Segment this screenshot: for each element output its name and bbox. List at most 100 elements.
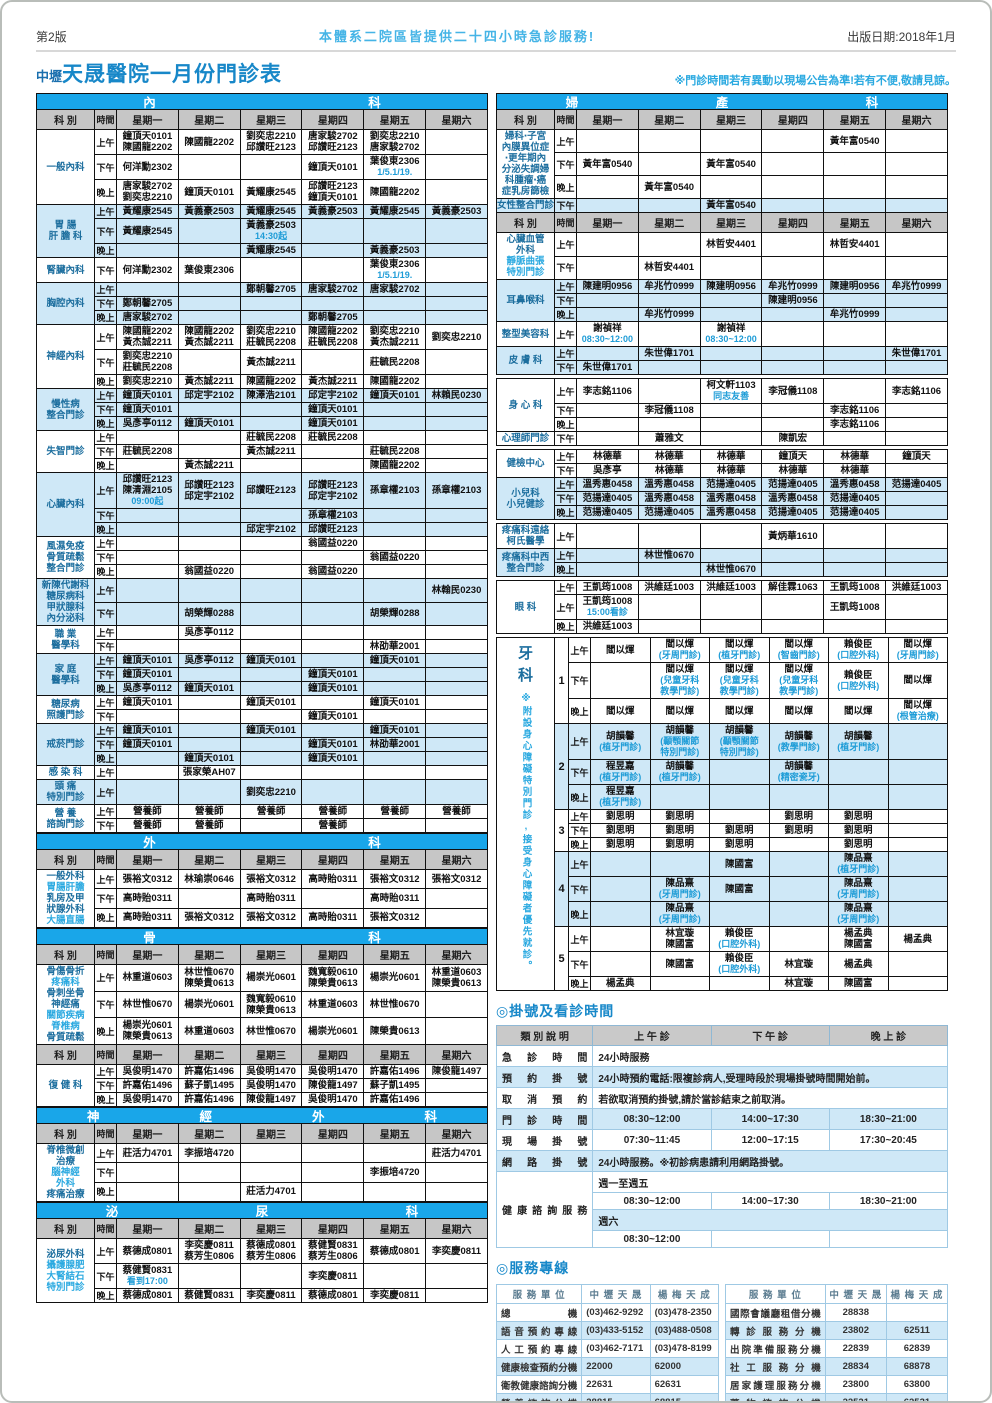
text-line: 劉奕忠2210 — [431, 331, 482, 343]
schedule-cell: 朱世偉1701 — [886, 347, 947, 360]
header-day-cell: 星期六 — [441, 1130, 472, 1141]
header-day-cell: 星期四 — [302, 1219, 365, 1238]
text-line: 蔡芳生0806 — [308, 1251, 358, 1262]
time-label: 下午 — [95, 668, 117, 681]
header-dept-cell: 科 別 — [37, 110, 95, 129]
schedule-cell: 鐘頂天0101 — [241, 654, 303, 667]
text-line: 謝禎祥 — [716, 323, 746, 334]
text-line: (植牙門診) — [599, 741, 642, 752]
schedule-cell — [639, 233, 701, 256]
dept-label: 耳鼻喉科 — [497, 280, 555, 321]
time-label: 上午 — [95, 325, 117, 349]
schedule-cell: 孫章權2103 — [426, 473, 487, 508]
schedule-cell: 鐘頂天0101 — [117, 696, 179, 709]
text-line: 陳榮貴0613 — [246, 1004, 296, 1016]
schedule-cell: 劉思明 — [591, 824, 651, 837]
text-line: 內分泌科 — [46, 613, 85, 624]
time-label: 上午 — [569, 638, 591, 662]
rows: 上午 邱讚旺2123 陳清淵2105 09:00起 邱讚旺2123 邱定宇2102 邱讚旺2… — [95, 473, 487, 536]
text-line: (牙周門診) — [837, 889, 880, 899]
schedule-cell — [886, 464, 947, 477]
time-row: 晚上 程昱嘉 (植牙門診) — [569, 784, 947, 809]
reg-value: 週一至週五 — [592, 1171, 948, 1193]
schedule-cell — [639, 418, 701, 431]
text-line: 林重道0603 — [122, 972, 173, 984]
text-line: 劉奕忠2210 — [122, 192, 173, 203]
text-line: 唐家駿2702 — [369, 142, 420, 153]
text-line: 靜脈曲張 — [506, 256, 545, 267]
time-label: 下午 — [95, 350, 117, 374]
reg-label: 門 診 時 間 — [495, 1108, 594, 1130]
time-label: 下午 — [95, 991, 117, 1018]
dept-group: 心臟血管 外科 靜脈曲張 特別門診 上午 林哲安4401 林哲安4401 下午 林哲安4401 — [496, 232, 948, 280]
text-line: 鐘頂天0101 — [308, 711, 358, 722]
reg-value: 24小時預約電話:限複診病人,受理時段於現場掛號時間開始前。 — [592, 1066, 948, 1088]
text-line: 陳建明0956 — [829, 281, 880, 292]
schedule-cell — [302, 1163, 365, 1182]
schedule-cell — [824, 379, 887, 403]
text-line: 黃杰誠2211 — [246, 356, 296, 368]
time-row: 上午 黃年富0540 — [555, 130, 947, 152]
text-line: 黃義豪2503 — [308, 206, 358, 217]
schedule-cell: 營養師 — [302, 819, 365, 832]
schedule-cell — [179, 724, 241, 737]
time-row: 晚上 吳彥亭0112 鐘頂天0101 鐘頂天0101 — [95, 416, 487, 430]
phone-number: (03)462-9292 — [581, 1303, 651, 1322]
time-label: 上午 — [569, 724, 591, 759]
text-line: 糖尿病科 — [46, 591, 85, 602]
rows: 上午 蔡德成0801 李奕慶0811 蔡芳生0806 蔡德成0801 蔡芳生0806 蔡健賢… — [95, 1239, 487, 1302]
time-row: 晚上 黃杰誠2211 陳國龍2202 — [95, 458, 487, 472]
text-line: 翁國益0220 — [184, 566, 235, 577]
text-line: 陳榮貴0613 — [122, 1031, 173, 1043]
text-line: 鄭朝馨2705 — [122, 298, 173, 309]
text-line: 陳俊龍1497 — [246, 1094, 296, 1105]
text-line: 劉奕忠2210 — [122, 351, 173, 362]
text-line: 閻以煇 — [903, 700, 932, 711]
dept-group: 一般內科 上午 鐘頂天0101 陳國龍2202 陳國龍2202 劉奕忠2210 邱讚旺212… — [36, 129, 488, 205]
phone-service-label: 出院準備服務分機 — [725, 1339, 826, 1358]
time-row: 下午 李振培4720 — [95, 1162, 487, 1182]
schedule-cell — [426, 350, 487, 374]
text-line: 胃 腸 — [54, 220, 77, 231]
header-day-cell: 星期三 — [241, 1045, 303, 1064]
schedule-cell — [364, 523, 427, 536]
phone-header-row: 服 務 單 位中 壢 天 晟楊 梅 天 成 — [725, 1284, 949, 1304]
time-label: 上午 — [95, 537, 117, 550]
top-header: 第2版 本體系二院區皆提供二十四小時急診服務! 出版日期:2018年1月 — [36, 26, 956, 52]
reg-sub-row: 08:30~12:00 14:00~17:30 18:30~21:00 — [497, 1192, 949, 1210]
text-line: 閻以煇 — [665, 705, 694, 717]
text-line: 營養師 — [380, 806, 409, 817]
schedule-cell — [364, 1144, 427, 1163]
schedule-cell: 林哲安4401 — [701, 233, 763, 256]
schedule-cell: 陳建明0956 — [762, 294, 825, 307]
text-line: 吳俊明1470 — [122, 1066, 173, 1077]
time-row: 上午 翁國益0220 — [95, 537, 487, 550]
schedule-cell: 蔡健賢0831 — [179, 1289, 241, 1302]
schedule-cell — [117, 766, 179, 779]
dental-group: 4 上午 陳國富 陳品熹 (植牙門診) 下午 陳品熹 (牙周門診) 陳國富 陳品熹 (牙周門診) 晚上… — [555, 851, 947, 926]
dental-priority-note: ※附設身心障礙特別門診,接受身心障礙者優先就診。 — [520, 693, 532, 972]
text-line: 高時貽0311 — [122, 892, 172, 904]
time-row: 晚上 吳俊明1470 許嘉佑1496 陳俊龍1497 吳俊明1470 許嘉佑1496 — [95, 1092, 487, 1106]
header-time-cell: 時間 — [95, 1045, 117, 1064]
schedule-cell: 營養師 — [179, 819, 241, 832]
text-line: 胡榮輝0288 — [184, 608, 235, 620]
text-line: 鐘頂天0101 — [184, 418, 235, 429]
time-row: 晚上 翁國益0220 翁國益0220 — [95, 564, 487, 578]
text-line: 唐家駿2702 — [308, 131, 358, 142]
rows: 上午 王凱筠1008 洪維廷1003 洪維廷1003 解佳霖1063 王凱筠1008 洪維廷… — [555, 581, 947, 633]
schedule-cell — [426, 258, 487, 282]
schedule-cell: 謝禎祥 08:30~12:00 — [701, 322, 763, 346]
schedule-cell: 邱讚旺2123 — [241, 473, 303, 508]
schedule-cell: 許嘉佑1496 — [364, 1093, 427, 1106]
schedule-cell — [426, 155, 487, 179]
dental-group: 2 上午 胡韻馨 (植牙門診) 胡韻馨 (顳顎關節 特別門診) 胡韻馨 (顳顎關節 特別門診) 胡韻… — [555, 723, 947, 809]
section-bar-char: 外 — [143, 836, 156, 850]
schedule-cell: 鐘頂天0101 — [117, 654, 179, 667]
schedule-cell: 鐘頂天0101 — [364, 389, 427, 402]
schedule-cell: 楊孟典 — [889, 927, 948, 951]
schedule-cell: 陳建明0956 — [577, 280, 639, 293]
schedule-cell: 李奕慶0811 — [426, 1239, 487, 1263]
schedule-cell — [364, 537, 427, 550]
header-time-cell: 時間 — [95, 850, 117, 869]
